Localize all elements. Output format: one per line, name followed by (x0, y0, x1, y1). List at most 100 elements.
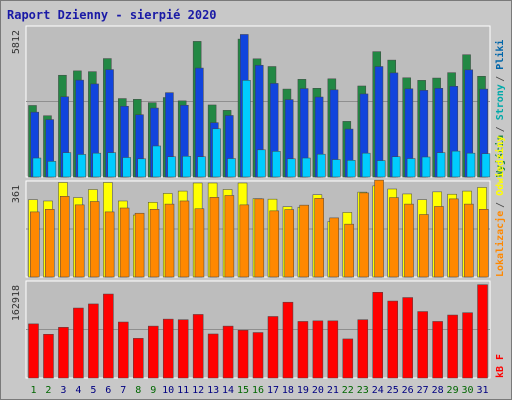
bar-kb-11 (177, 319, 189, 379)
bar-lokalizacje-24 (374, 179, 384, 278)
bar-kb-12 (192, 314, 204, 379)
bar-lokalizacje-15 (239, 204, 250, 278)
bar-lokalizacje-10 (164, 203, 175, 278)
bar-pliki-5 (92, 152, 102, 178)
bar-pliki-8 (137, 158, 146, 178)
bar-pliki-24 (376, 160, 386, 178)
bar-lokalizacje-6 (104, 211, 115, 278)
x-tick-label-7: 7 (120, 385, 126, 396)
bar-kb-6 (103, 293, 114, 379)
bar-lokalizacje-23 (359, 192, 369, 278)
bar-pliki-29 (451, 150, 461, 178)
x-tick-label-8: 8 (135, 385, 141, 396)
x-tick-label-5: 5 (90, 385, 96, 396)
bar-lokalizacje-11 (179, 200, 190, 278)
bar-pliki-4 (77, 154, 87, 178)
x-tick-label-16: 16 (252, 385, 264, 396)
x-tick-label-19: 19 (297, 385, 309, 396)
x-tick-label-14: 14 (222, 385, 234, 396)
x-tick-label-4: 4 (75, 385, 81, 396)
visitors-locations-legend-sep-0: / (495, 202, 506, 208)
bar-kb-26 (402, 297, 413, 379)
bar-pliki-10 (167, 156, 176, 178)
x-tick-label-1: 1 (30, 385, 36, 396)
bar-lokalizacje-2 (45, 209, 55, 278)
x-tick-label-26: 26 (402, 385, 414, 396)
x-tick-label-13: 13 (207, 385, 219, 396)
bar-lokalizacje-3 (59, 196, 70, 278)
bar-lokalizacje-20 (314, 198, 324, 278)
bar-kb-7 (118, 321, 129, 379)
bar-lokalizacje-22 (344, 223, 354, 278)
bar-kb-31 (477, 284, 488, 379)
x-tick-label-22: 22 (342, 385, 354, 396)
visits-pages-files-legend-0: Wyjścia (494, 135, 506, 177)
bar-lokalizacje-25 (389, 197, 399, 278)
visits-pages-files-legend-1: Strony (495, 84, 506, 120)
bar-pliki-9 (152, 145, 161, 178)
bar-kb-20 (312, 320, 324, 379)
bar-lokalizacje-17 (269, 210, 280, 278)
bar-kb-18 (282, 301, 294, 379)
bar-pliki-11 (182, 155, 191, 178)
bar-lokalizacje-1 (30, 211, 40, 278)
bar-pliki-7 (122, 157, 131, 178)
bar-lokalizacje-7 (119, 207, 130, 278)
x-tick-label-28: 28 (432, 385, 444, 396)
bar-pliki-1 (32, 157, 42, 178)
bar-lokalizacje-28 (434, 206, 444, 278)
bar-lokalizacje-4 (74, 204, 85, 278)
bar-kb-16 (252, 332, 264, 379)
x-tick-label-29: 29 (447, 385, 459, 396)
bar-pliki-17 (272, 151, 281, 178)
bar-kb-1 (28, 323, 39, 379)
visitors-locations-max-label: 361 (11, 185, 22, 203)
bar-lokalizacje-13 (209, 197, 220, 278)
x-tick-label-6: 6 (105, 385, 111, 396)
x-tick-label-20: 20 (312, 385, 324, 396)
bar-kb-22 (342, 338, 354, 379)
x-tick-label-27: 27 (417, 385, 429, 396)
visits-pages-files-legend-2: Pliki (494, 40, 506, 70)
bar-pliki-27 (421, 156, 431, 178)
bar-kb-25 (387, 300, 398, 379)
bar-lokalizacje-19 (299, 204, 309, 278)
bar-kb-23 (357, 319, 369, 379)
bar-kb-21 (327, 320, 339, 379)
bar-pliki-21 (332, 159, 341, 178)
bar-lokalizacje-5 (89, 201, 100, 278)
x-tick-label-11: 11 (177, 385, 189, 396)
bar-lokalizacje-26 (404, 203, 414, 278)
bar-kb-19 (297, 321, 309, 379)
x-tick-label-23: 23 (357, 385, 369, 396)
visits-pages-files-legend-sep-0: / (495, 126, 506, 132)
bar-pliki-28 (436, 152, 446, 178)
bar-kb-5 (88, 303, 99, 379)
x-tick-label-31: 31 (476, 385, 488, 396)
x-tick-label-3: 3 (60, 385, 66, 396)
bar-lokalizacje-30 (464, 203, 474, 278)
bar-kb-4 (73, 307, 84, 379)
x-tick-label-12: 12 (192, 385, 204, 396)
bar-lokalizacje-21 (329, 217, 339, 278)
bar-kb-15 (237, 329, 249, 379)
bar-lokalizacje-12 (194, 208, 205, 278)
kbytes-legend-0: kB F (495, 354, 506, 378)
bar-lokalizacje-18 (284, 209, 295, 278)
bar-kb-27 (417, 311, 428, 379)
bar-kb-9 (147, 325, 159, 379)
kbytes-max-label: 162918 (11, 285, 22, 321)
bar-kb-17 (267, 316, 279, 379)
bar-pliki-26 (406, 158, 416, 178)
bar-kb-30 (462, 312, 473, 379)
x-tick-label-30: 30 (462, 385, 474, 396)
x-tick-label-9: 9 (150, 385, 156, 396)
bar-pliki-19 (302, 157, 311, 178)
x-tick-label-24: 24 (372, 385, 384, 396)
bar-pliki-14 (227, 158, 236, 178)
visits-pages-files-legend-sep-1: / (495, 76, 506, 82)
bar-kb-8 (133, 338, 144, 379)
x-tick-label-21: 21 (327, 385, 339, 396)
bar-pliki-31 (481, 153, 491, 178)
